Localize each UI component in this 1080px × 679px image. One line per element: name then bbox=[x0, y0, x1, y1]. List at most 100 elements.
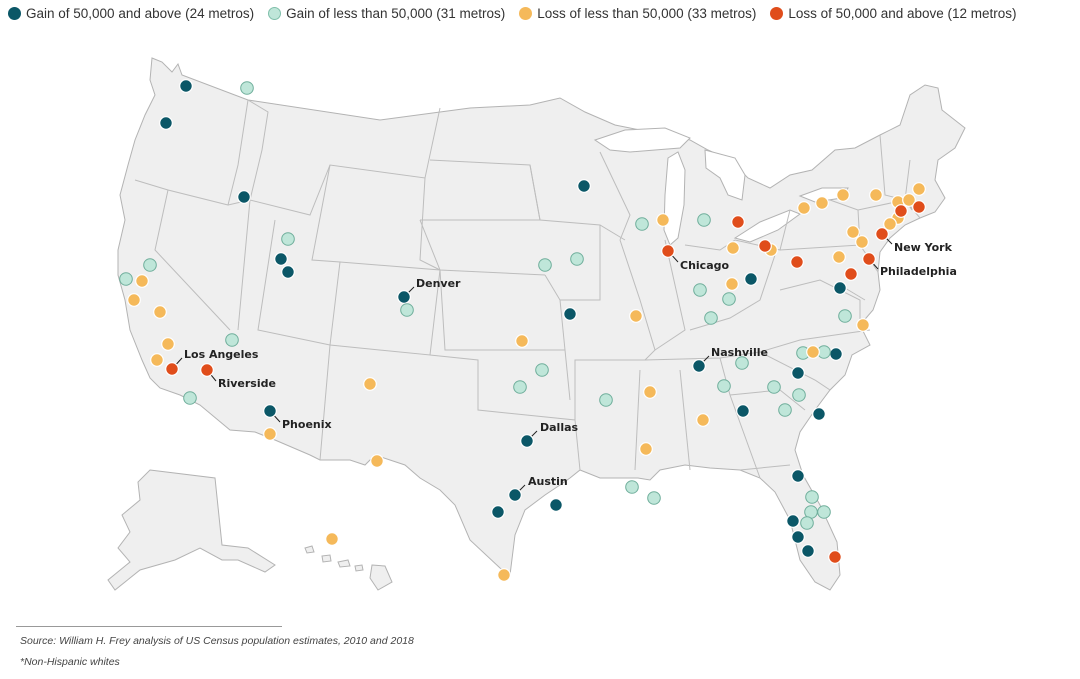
label-phoenix: Phoenix bbox=[282, 418, 332, 431]
metro-dot[interactable] bbox=[161, 337, 175, 351]
metro-dot[interactable] bbox=[370, 454, 384, 468]
metro-dot[interactable] bbox=[828, 550, 842, 564]
metro-dot[interactable] bbox=[832, 250, 846, 264]
metro-dot[interactable] bbox=[817, 505, 831, 519]
metro-dot[interactable] bbox=[538, 258, 552, 272]
metro-dot[interactable] bbox=[629, 309, 643, 323]
metro-dot[interactable] bbox=[274, 252, 288, 266]
metro-dot[interactable] bbox=[697, 213, 711, 227]
metro-dot[interactable] bbox=[577, 179, 591, 193]
metro-dot[interactable] bbox=[786, 514, 800, 528]
metro-dot-riverside[interactable] bbox=[200, 363, 214, 377]
metro-dot[interactable] bbox=[829, 347, 843, 361]
metro-dot[interactable] bbox=[240, 81, 254, 95]
metro-dot[interactable] bbox=[912, 200, 926, 214]
metro-dot[interactable] bbox=[515, 334, 529, 348]
metro-dot[interactable] bbox=[325, 532, 339, 546]
metro-dot[interactable] bbox=[815, 196, 829, 210]
metro-dot-chicago[interactable] bbox=[661, 244, 675, 258]
metro-dot[interactable] bbox=[869, 188, 883, 202]
metro-dot[interactable] bbox=[833, 281, 847, 295]
metro-dot[interactable] bbox=[263, 427, 277, 441]
metro-dot-philadelphia[interactable] bbox=[862, 252, 876, 266]
metro-dot[interactable] bbox=[883, 217, 897, 231]
metro-dot[interactable] bbox=[599, 393, 613, 407]
metro-dot[interactable] bbox=[855, 235, 869, 249]
metro-dot[interactable] bbox=[800, 516, 814, 530]
metro-dot[interactable] bbox=[400, 303, 414, 317]
metro-dot[interactable] bbox=[179, 79, 193, 93]
metro-dot[interactable] bbox=[758, 239, 772, 253]
metro-dot[interactable] bbox=[704, 311, 718, 325]
metro-dot[interactable] bbox=[838, 309, 852, 323]
metro-dot-phoenix[interactable] bbox=[263, 404, 277, 418]
metro-dot[interactable] bbox=[237, 190, 251, 204]
metro-dot-los-angeles[interactable] bbox=[165, 362, 179, 376]
metro-dot[interactable] bbox=[281, 232, 295, 246]
metro-dot[interactable] bbox=[153, 305, 167, 319]
metro-dot-austin[interactable] bbox=[508, 488, 522, 502]
metro-dot[interactable] bbox=[159, 116, 173, 130]
metro-dot[interactable] bbox=[143, 258, 157, 272]
metro-dot[interactable] bbox=[792, 388, 806, 402]
metro-dot[interactable] bbox=[127, 293, 141, 307]
metro-dot-denver[interactable] bbox=[397, 290, 411, 304]
metro-dot[interactable] bbox=[735, 356, 749, 370]
metro-dot[interactable] bbox=[790, 255, 804, 269]
metro-dot[interactable] bbox=[791, 366, 805, 380]
metro-dot[interactable] bbox=[894, 204, 908, 218]
contiguous-us-land bbox=[117, 57, 966, 591]
metro-dot[interactable] bbox=[363, 377, 377, 391]
metro-dot[interactable] bbox=[722, 292, 736, 306]
metro-dot[interactable] bbox=[491, 505, 505, 519]
metro-dot[interactable] bbox=[535, 363, 549, 377]
metro-dot[interactable] bbox=[570, 252, 584, 266]
metro-dot[interactable] bbox=[797, 201, 811, 215]
metro-dot[interactable] bbox=[846, 225, 860, 239]
metros-loss-large bbox=[165, 200, 926, 564]
metro-dot[interactable] bbox=[225, 333, 239, 347]
metros-gain-small bbox=[119, 81, 852, 530]
metro-dot[interactable] bbox=[805, 490, 819, 504]
metro-dot[interactable] bbox=[150, 353, 164, 367]
metro-dot[interactable] bbox=[696, 413, 710, 427]
metro-dot-dallas[interactable] bbox=[520, 434, 534, 448]
metro-dot[interactable] bbox=[639, 442, 653, 456]
metro-dot[interactable] bbox=[693, 283, 707, 297]
metro-dot[interactable] bbox=[497, 568, 511, 582]
metro-dot[interactable] bbox=[635, 217, 649, 231]
metro-dot[interactable] bbox=[731, 215, 745, 229]
metro-dot-nashville[interactable] bbox=[692, 359, 706, 373]
metro-dot[interactable] bbox=[844, 267, 858, 281]
metro-dot[interactable] bbox=[801, 544, 815, 558]
metro-dot[interactable] bbox=[791, 530, 805, 544]
metro-dot[interactable] bbox=[812, 407, 826, 421]
metro-dot[interactable] bbox=[717, 379, 731, 393]
metro-dot[interactable] bbox=[725, 277, 739, 291]
alaska-land bbox=[107, 469, 276, 591]
metro-dot[interactable] bbox=[791, 469, 805, 483]
metro-dot[interactable] bbox=[744, 272, 758, 286]
label-nashville: Nashville bbox=[711, 346, 768, 359]
metro-dot[interactable] bbox=[513, 380, 527, 394]
metro-dot[interactable] bbox=[726, 241, 740, 255]
metro-dot[interactable] bbox=[767, 380, 781, 394]
metro-dot[interactable] bbox=[647, 491, 661, 505]
metro-dot[interactable] bbox=[183, 391, 197, 405]
metro-dot[interactable] bbox=[836, 188, 850, 202]
metro-dot[interactable] bbox=[563, 307, 577, 321]
metro-dot[interactable] bbox=[643, 385, 657, 399]
metro-dot[interactable] bbox=[281, 265, 295, 279]
metro-dot[interactable] bbox=[806, 345, 820, 359]
metro-dot[interactable] bbox=[902, 193, 916, 207]
metro-dot[interactable] bbox=[856, 318, 870, 332]
metro-dot[interactable] bbox=[119, 272, 133, 286]
metro-dot[interactable] bbox=[736, 404, 750, 418]
metro-dot[interactable] bbox=[135, 274, 149, 288]
metro-dot[interactable] bbox=[549, 498, 563, 512]
metro-dot[interactable] bbox=[912, 182, 926, 196]
metro-dot[interactable] bbox=[656, 213, 670, 227]
metro-dot[interactable] bbox=[625, 480, 639, 494]
metro-dot[interactable] bbox=[778, 403, 792, 417]
metro-dot-new-york[interactable] bbox=[875, 227, 889, 241]
